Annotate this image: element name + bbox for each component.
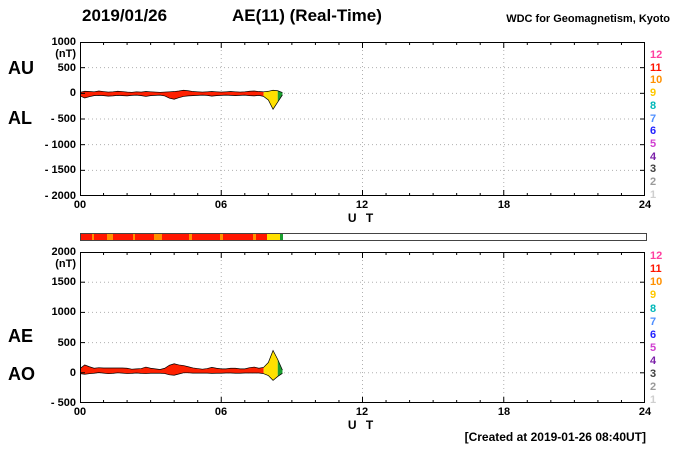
- station-count-legend-9: 9: [650, 87, 657, 99]
- availability-segment: [106, 234, 113, 240]
- availability-segment: [162, 234, 190, 240]
- index-label-au: AU: [8, 58, 34, 78]
- station-count-legend-10: 10: [650, 74, 663, 86]
- station-count-legend-6: 6: [650, 329, 657, 341]
- station-availability-bar: [80, 233, 647, 241]
- y-tick-label: 0: [69, 87, 76, 99]
- availability-segment: [93, 234, 107, 240]
- availability-segment: [266, 234, 280, 240]
- availability-segment: [191, 234, 220, 240]
- availability-segment: [91, 234, 94, 240]
- availability-segment: [112, 234, 133, 240]
- y-tick-label: 1000: [51, 306, 76, 318]
- y-tick-label: - 1500: [44, 164, 76, 176]
- station-count-legend-11: 11: [650, 62, 662, 74]
- x-tick-label: 00: [73, 406, 87, 418]
- station-count-legend-3: 3: [650, 368, 657, 380]
- availability-segment: [256, 234, 267, 240]
- index-label-ao: AO: [8, 364, 35, 384]
- y-axis-unit: (nT): [55, 258, 76, 270]
- station-count-legend-9: 9: [650, 289, 657, 301]
- station-count-legend-5: 5: [650, 342, 657, 354]
- station-count-legend-5: 5: [650, 138, 657, 150]
- station-count-legend-2: 2: [650, 176, 657, 188]
- station-count-legend-2: 2: [650, 381, 657, 393]
- availability-segment: [223, 234, 253, 240]
- x-tick-label: 24: [638, 406, 652, 418]
- station-count-legend-1: 1: [650, 189, 657, 201]
- station-count-legend-8: 8: [650, 303, 657, 315]
- x-tick-label: 24: [638, 199, 652, 211]
- x-axis-label: U T: [347, 211, 377, 225]
- station-count-legend-4: 4: [650, 151, 657, 163]
- index-label-al: AL: [8, 108, 32, 128]
- data-source-label: WDC for Geomagnetism, Kyoto: [506, 13, 670, 25]
- station-count-legend-4: 4: [650, 355, 657, 367]
- ae-ao-chart: [80, 252, 645, 403]
- station-count-legend-10: 10: [650, 276, 663, 288]
- y-axis-unit: (nT): [55, 48, 76, 60]
- index-label-ae: AE: [8, 326, 34, 346]
- availability-segment: [153, 234, 163, 240]
- x-tick-label: 12: [355, 406, 369, 418]
- availability-segment: [252, 234, 257, 240]
- availability-segment: [132, 234, 136, 240]
- y-tick-label: 1500: [51, 276, 76, 288]
- station-count-legend-3: 3: [650, 163, 657, 175]
- availability-segment: [81, 234, 92, 240]
- x-axis-label: U T: [347, 418, 377, 432]
- availability-segment: [279, 234, 284, 240]
- station-count-legend-7: 7: [650, 113, 657, 125]
- station-count-legend-1: 1: [650, 394, 657, 406]
- availability-segment: [219, 234, 224, 240]
- x-tick-label: 06: [214, 199, 228, 211]
- plot-date: 2019/01/26: [82, 6, 168, 25]
- y-tick-label: 500: [57, 337, 76, 349]
- station-count-legend-6: 6: [650, 125, 657, 137]
- au-al-chart: [80, 42, 645, 196]
- x-tick-label: 18: [497, 199, 511, 211]
- y-tick-label: - 500: [50, 113, 76, 125]
- y-tick-label: 500: [57, 62, 76, 74]
- x-tick-label: 06: [214, 406, 228, 418]
- availability-segment: [135, 234, 154, 240]
- y-tick-label: 2000: [51, 246, 76, 258]
- y-tick-label: 0: [69, 367, 76, 379]
- x-tick-label: 12: [355, 199, 369, 211]
- availability-segment: [189, 234, 192, 240]
- station-count-legend-7: 7: [650, 316, 657, 328]
- station-count-legend-11: 11: [650, 263, 662, 275]
- x-tick-label: 18: [497, 406, 511, 418]
- created-timestamp: [Created at 2019-01-26 08:40UT]: [464, 430, 646, 444]
- y-tick-label: - 2000: [44, 190, 76, 202]
- x-tick-label: 00: [73, 199, 87, 211]
- plot-title: AE(11) (Real-Time): [232, 6, 382, 25]
- y-tick-label: - 500: [50, 397, 76, 409]
- station-count-legend-12: 12: [650, 49, 663, 61]
- station-count-legend-8: 8: [650, 100, 657, 112]
- station-count-legend-12: 12: [650, 250, 663, 262]
- y-tick-label: 1000: [51, 36, 76, 48]
- y-tick-label: - 1000: [44, 139, 76, 151]
